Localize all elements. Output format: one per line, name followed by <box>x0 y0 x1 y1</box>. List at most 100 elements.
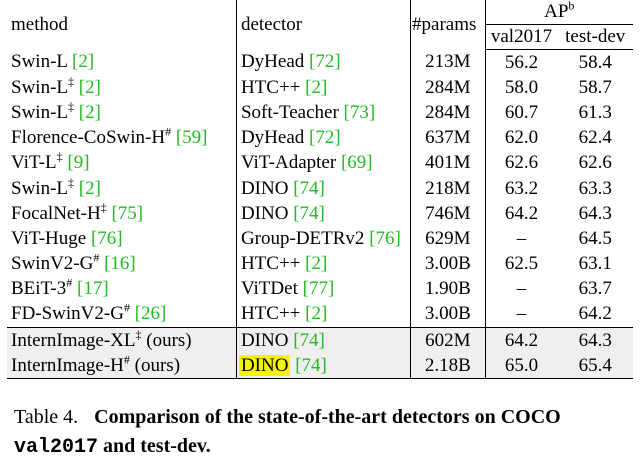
method-ref-number: 2 <box>85 177 95 199</box>
method-name: Swin-L <box>11 101 68 123</box>
method-marker: # <box>123 301 130 316</box>
params-cell: 3.00B <box>410 251 486 277</box>
params-cell: 284M <box>410 100 486 126</box>
val2017-value: 58.0 <box>504 76 539 98</box>
val2017-value: 62.5 <box>504 253 539 275</box>
params-value: 746M <box>425 202 471 224</box>
test-dev-cell: 63.7 <box>557 277 633 302</box>
table-row: Swin-L‡ [2] DINO [74] 218M 63.2 63.3 <box>7 175 633 202</box>
test-dev-cell: 63.3 <box>557 176 633 201</box>
method-ref-number: 26 <box>141 303 161 325</box>
results-table: method detector #params APb val2017 test… <box>7 0 633 380</box>
detector-ref-number: 2 <box>311 303 321 325</box>
detector-ref-number: 74 <box>299 177 319 199</box>
params-value: 3.00B <box>424 303 471 325</box>
method-marker: # <box>66 275 73 290</box>
params-value: 2.18B <box>424 354 471 376</box>
params-value: 1.90B <box>424 278 471 300</box>
table-row: Florence-CoSwin-H# [59] DyHead [72] 637M 62… <box>7 125 633 151</box>
method-name: Swin-L <box>11 51 68 73</box>
val2017-cell: 62.6 <box>484 150 558 176</box>
val2017-value: 60.7 <box>504 101 539 123</box>
test-dev-value: 64.2 <box>578 303 612 325</box>
detector-ref: [72] <box>309 51 341 73</box>
table-row: Swin-L‡ [2] Soft-Teacher [73] 284M 60.7 61.3 <box>7 100 633 126</box>
params-value: 284M <box>425 76 471 98</box>
test-dev-cell: 62.4 <box>557 126 633 151</box>
detector-ref: [2] <box>305 253 328 275</box>
test-dev-value: 63.7 <box>578 278 612 300</box>
method-ref-number: 2 <box>78 51 88 73</box>
method-cell: FD-SwinV2-G# [26] <box>7 302 236 328</box>
method-name: SwinV2-G <box>11 253 94 275</box>
header-val2017: val2017 <box>484 25 558 50</box>
test-dev-cell: 62.6 <box>557 151 633 176</box>
test-dev-cell: 63.1 <box>557 252 633 277</box>
detector-ref-number: 77 <box>308 278 328 300</box>
detector-ref: [2] <box>305 303 328 325</box>
method-marker: # <box>93 250 100 265</box>
val2017-cell: 64.2 <box>484 327 558 354</box>
method-cell: InternImage-H# (ours) <box>7 353 237 380</box>
table-row: ViT-L‡ [9] ViT-Adapter [69] 401M 62.6 62.6 <box>7 150 633 176</box>
detector-ref: [74] <box>293 202 325 224</box>
test-dev-cell: 65.4 <box>557 353 633 380</box>
method-cell: FocalNet-H‡ [75] <box>7 201 236 226</box>
method-cell: InternImage-XL‡ (ours) <box>7 327 237 354</box>
detector-cell: DyHead [72] <box>235 49 411 76</box>
method-name: InternImage-XL <box>11 329 136 351</box>
method-cell: Swin-L [2] <box>7 50 236 76</box>
header-method: method <box>11 13 68 35</box>
params-cell: 401M <box>410 150 486 176</box>
detector-name: DINO <box>240 202 289 224</box>
method-name: ViT-L <box>11 152 57 174</box>
method-marker: ‡ <box>100 200 107 215</box>
val2017-value: – <box>516 303 527 325</box>
detector-name: HTC++ <box>240 253 301 275</box>
header-detector: detector <box>235 0 411 50</box>
detector-ref-number: 2 <box>311 253 321 275</box>
detector-ref: [73] <box>343 101 376 123</box>
detector-cell: DINO [74] <box>235 175 411 202</box>
method-ref: [76] <box>90 227 123 249</box>
params-value: 218M <box>425 177 471 199</box>
method-name: FocalNet-H <box>11 202 101 224</box>
val2017-cell: – <box>484 226 558 252</box>
detector-name: DyHead <box>240 51 305 73</box>
method-ref-number: 9 <box>73 152 84 174</box>
detector-ref: [74] <box>293 329 325 351</box>
val2017-value: 63.2 <box>504 177 539 199</box>
detector-name: HTC++ <box>240 303 301 325</box>
detector-ref-number: 74 <box>299 202 319 224</box>
test-dev-value: 63.3 <box>578 177 612 199</box>
detector-name: DINO <box>240 177 289 199</box>
val2017-cell: – <box>484 301 558 328</box>
detector-ref-number: 72 <box>315 127 335 149</box>
detector-cell: ViTDet [77] <box>235 276 411 302</box>
test-dev-cell: 58.7 <box>557 75 633 100</box>
val2017-cell: 63.2 <box>484 175 558 202</box>
val2017-cell: 64.2 <box>484 201 558 227</box>
params-value: 401M <box>425 152 471 174</box>
val2017-value: – <box>516 278 527 300</box>
test-dev-cell: 61.3 <box>557 100 633 125</box>
params-value: 284M <box>425 101 471 123</box>
ours-suffix: (ours) <box>146 329 192 351</box>
detector-cell: Group-DETRv2 [76] <box>235 226 411 252</box>
method-cell: Swin-L‡ [2] <box>7 176 236 201</box>
method-ref: [9] <box>67 152 90 174</box>
method-name: BEiT-3 <box>11 278 67 300</box>
params-cell: 637M <box>410 125 486 151</box>
detector-cell: ViT-Adapter [69] <box>235 150 411 176</box>
table-row: Swin-L‡ [2] HTC++ [2] 284M 58.0 58.7 <box>7 75 633 101</box>
method-ref: [17] <box>77 278 109 300</box>
method-marker: ‡ <box>68 175 74 190</box>
table-row: Swin-L [2] DyHead [72] 213M 56.2 58.4 <box>7 49 633 76</box>
detector-ref: [72] <box>309 127 341 149</box>
val2017-cell: 58.0 <box>484 75 558 101</box>
detector-name: DINO <box>238 354 291 376</box>
method-ref-number: 16 <box>110 253 130 275</box>
method-name: Florence-CoSwin-H <box>11 127 166 149</box>
test-dev-value: 61.3 <box>578 101 612 123</box>
method-cell: Swin-L‡ [2] <box>7 100 236 125</box>
